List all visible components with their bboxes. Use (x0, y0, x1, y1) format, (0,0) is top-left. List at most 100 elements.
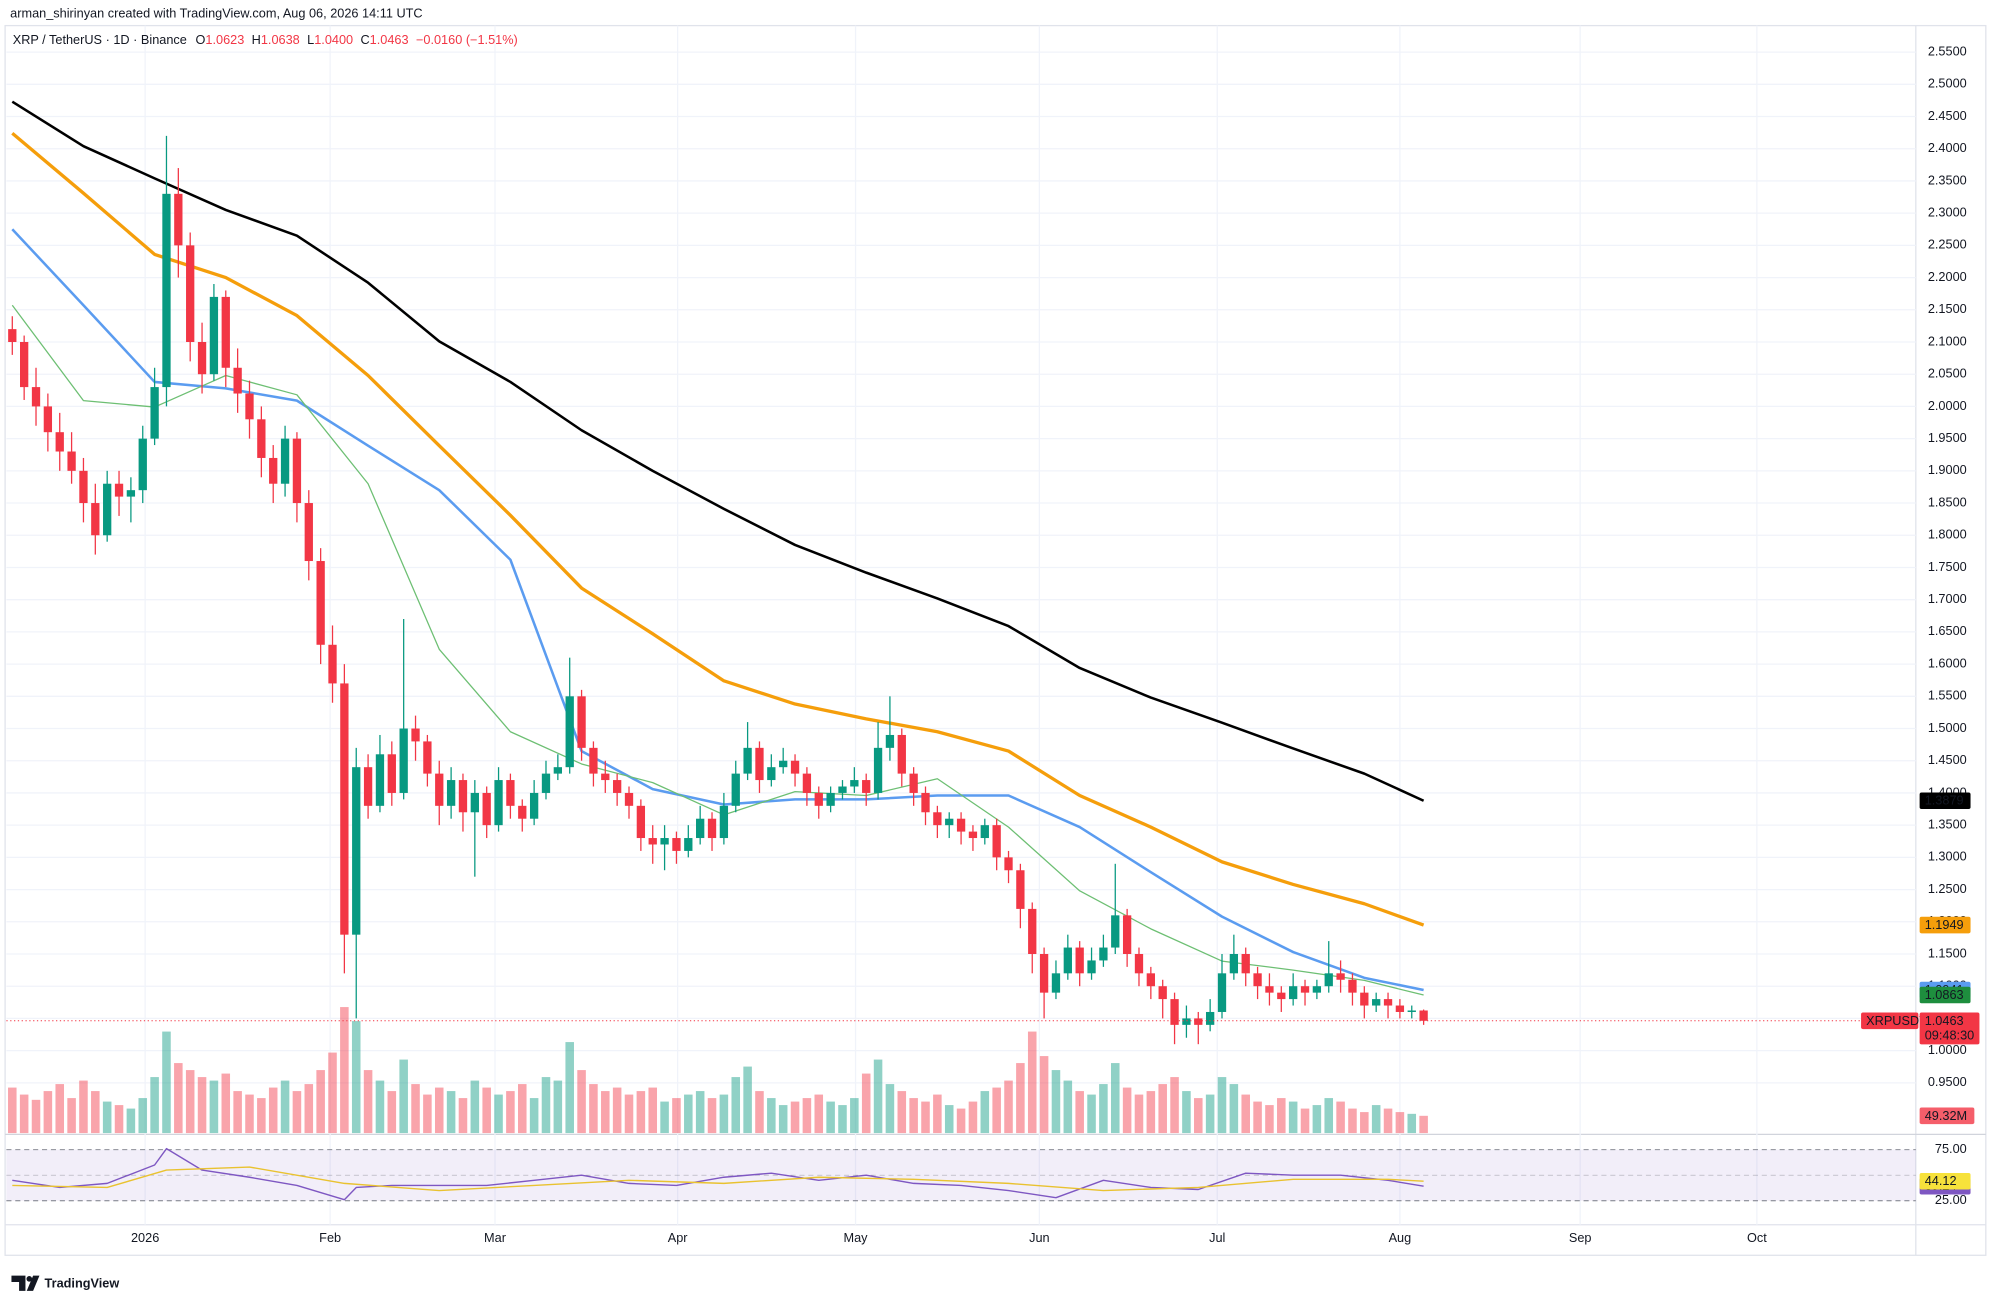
x-tick-label: 2026 (131, 1230, 159, 1245)
volume-bar (387, 1091, 397, 1134)
candle-body (755, 747, 764, 781)
candle-body (1170, 999, 1179, 1025)
candle-body (826, 792, 835, 806)
volume-bar (743, 1066, 752, 1134)
candle-body (992, 825, 1001, 858)
last-price-tag (1919, 1012, 1980, 1045)
volume-bar (684, 1094, 693, 1134)
candle-body (1075, 947, 1084, 974)
candle-body (968, 831, 978, 839)
y-tick-label: 1.9000 (1928, 462, 1967, 477)
candle-body (731, 773, 740, 806)
candle-body (1122, 915, 1132, 954)
volume-bar (1312, 1105, 1322, 1134)
candle-body (1039, 953, 1049, 993)
legend-header: XRP / TetherUS · 1D · Binance O1.0623 H1… (13, 32, 518, 47)
volume-bar (1194, 1098, 1203, 1134)
volume-bar (885, 1084, 895, 1134)
x-tick-label: Aug (1389, 1230, 1412, 1245)
y-tick-label: 1.6000 (1928, 655, 1967, 670)
volume-bar (1288, 1101, 1298, 1134)
candle-body (1300, 986, 1310, 993)
volume-bar (1146, 1091, 1156, 1134)
volume-bar (1158, 1084, 1167, 1134)
price-tag (1919, 792, 1971, 810)
candle-body (624, 792, 634, 806)
volume-bar (1027, 1031, 1037, 1134)
candle-body (114, 483, 124, 497)
volume-bar (340, 1007, 349, 1134)
y-tick-label: 1.7500 (1928, 559, 1967, 574)
volume-bar (897, 1091, 907, 1134)
volume-bar (648, 1087, 657, 1134)
volume-bar (944, 1105, 954, 1134)
candle-body (1063, 947, 1072, 974)
candle-body (612, 780, 622, 793)
volume-bar (660, 1101, 669, 1134)
volume-bar (767, 1098, 776, 1134)
volume-bar (1395, 1112, 1405, 1134)
ohlc-key: C (360, 32, 369, 47)
logo-text: TradingView (45, 1275, 120, 1290)
y-tick-label: 2.0500 (1928, 366, 1967, 381)
candle-body (79, 470, 88, 504)
y-tick-label: 2.0000 (1928, 398, 1967, 413)
volume-bar (707, 1098, 717, 1134)
volume-bar (126, 1108, 136, 1134)
volume-bar (1229, 1084, 1239, 1134)
moving-average (11, 100, 1425, 802)
candle-body (1217, 973, 1227, 1012)
candle-body (138, 438, 147, 491)
x-tick-label: May (844, 1230, 869, 1245)
y-tick-label: 1.8500 (1928, 494, 1967, 509)
volume-bar (1407, 1113, 1417, 1134)
y-tick-label: 2.4000 (1928, 140, 1967, 155)
attribution: arman_shirinyan created with TradingView… (10, 6, 422, 21)
candle-body (55, 432, 64, 452)
volume-bar (221, 1073, 231, 1134)
candle-body (648, 838, 657, 845)
volume-bar (423, 1094, 432, 1134)
candle-body (1016, 870, 1025, 909)
candle-body (1194, 1018, 1203, 1025)
countdown: 09:48:30 (1925, 1027, 1975, 1042)
volume-bar (1134, 1094, 1144, 1134)
volume-bar (245, 1094, 254, 1134)
price-tag (1919, 986, 1971, 1004)
candle-body (518, 805, 527, 819)
volume-bar (1087, 1094, 1096, 1134)
volume-bar (601, 1091, 610, 1134)
symbol: XRP / TetherUS · 1D · Binance (13, 32, 187, 47)
volume-bar (980, 1091, 990, 1134)
ohlc-key: L (307, 32, 314, 47)
x-tick-label: Jun (1029, 1230, 1050, 1245)
volume-bar (55, 1084, 65, 1134)
volume-bar (1241, 1094, 1250, 1134)
volume-bar (458, 1098, 468, 1134)
volume-bar (280, 1080, 290, 1134)
volume-bar (292, 1091, 302, 1134)
volume-bar (1039, 1056, 1049, 1134)
symbol-tag (1861, 1012, 1919, 1030)
x-tick-label: Oct (1747, 1230, 1767, 1245)
volume-bar (731, 1077, 741, 1134)
price-tag-label: 44.12 (1925, 1173, 1957, 1188)
volume-bar (933, 1094, 942, 1134)
candle-body (529, 792, 539, 819)
candle-body (31, 387, 41, 407)
volume-bar (1063, 1080, 1073, 1134)
ohlc-value: 1.0638 (261, 32, 300, 47)
volume-bar (541, 1077, 551, 1134)
price-tag (1919, 916, 1971, 934)
y-tick-label: 2.1000 (1928, 333, 1967, 348)
y-tick-label: 1.0000 (1928, 1042, 1967, 1057)
price-tag-label: 1.0863 (1925, 987, 1964, 1002)
volume-bar (185, 1070, 195, 1134)
volume-bar (304, 1084, 314, 1134)
candle-body (802, 773, 812, 793)
candle-body (8, 329, 17, 342)
candle-body (1360, 992, 1369, 1006)
volume-bar (861, 1073, 871, 1134)
volume-bar (399, 1059, 408, 1134)
rsi-line (12, 1166, 1424, 1192)
